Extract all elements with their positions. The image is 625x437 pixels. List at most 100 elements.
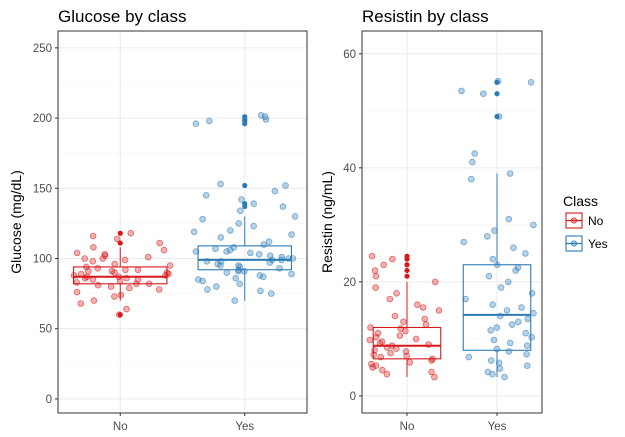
data-point: [491, 227, 498, 234]
data-point: [261, 113, 269, 120]
data-point: [83, 273, 91, 281]
x-tick-label: Yes: [235, 421, 254, 433]
box-iqr: [462, 264, 532, 351]
data-point: [113, 235, 121, 243]
data-point: [134, 276, 142, 283]
data-point: [489, 301, 496, 309]
data-point: [458, 87, 465, 95]
data-point: [508, 321, 516, 328]
data-point: [237, 207, 244, 215]
data-point: [145, 280, 153, 288]
y-tick-label: 40: [343, 163, 356, 175]
data-point: [383, 370, 391, 378]
data-point: [366, 336, 374, 344]
data-point: [391, 312, 399, 320]
data-point: [250, 222, 257, 230]
data-point: [108, 267, 116, 275]
legend: Class No Yes: [563, 193, 608, 252]
data-point: [247, 249, 254, 257]
y-tick-label: 0: [350, 391, 356, 403]
data-point: [279, 203, 287, 210]
data-point: [257, 112, 265, 119]
data-point: [514, 264, 522, 271]
data-point: [429, 355, 436, 363]
outlier-point: [117, 240, 123, 246]
data-point: [493, 324, 501, 331]
y-tick-label: 60: [343, 49, 356, 61]
data-point: [510, 244, 517, 252]
data-point: [83, 263, 90, 271]
data-point: [111, 260, 118, 268]
data-point: [190, 228, 198, 236]
data-point: [460, 238, 468, 246]
outlier-point: [494, 79, 500, 85]
panel-border: [361, 30, 543, 414]
data-point: [81, 255, 88, 262]
data-point: [276, 264, 283, 272]
data-point: [483, 233, 491, 240]
data-point: [107, 283, 115, 290]
data-point: [465, 353, 473, 361]
data-point: [73, 279, 81, 286]
data-point: [506, 170, 514, 177]
y-axis-label: Glucose (mg/dL): [8, 170, 24, 273]
data-point: [73, 249, 81, 257]
data-point: [160, 246, 168, 254]
data-point: [111, 293, 118, 300]
data-point: [527, 79, 535, 86]
box-yes: [462, 79, 532, 378]
data-point: [389, 255, 396, 263]
data-point: [266, 252, 274, 260]
data-point: [518, 304, 525, 311]
data-point: [393, 289, 400, 297]
data-point: [285, 255, 292, 262]
data-point: [265, 238, 273, 246]
data-point: [288, 231, 295, 238]
data-point: [495, 113, 503, 120]
data-point: [462, 295, 469, 303]
y-tick-label: 150: [33, 183, 52, 195]
legend-item-yes: Yes: [565, 235, 608, 252]
data-point: [232, 274, 240, 282]
outlier-point: [494, 113, 500, 120]
y-tick-label: 250: [33, 43, 52, 55]
data-point: [522, 329, 529, 337]
data-point: [127, 229, 135, 237]
data-point: [192, 120, 200, 127]
y-tick-label: 0: [46, 394, 52, 406]
data-point: [503, 307, 511, 314]
outlier-point: [404, 273, 410, 279]
data-point: [506, 339, 514, 347]
data-point: [523, 362, 531, 370]
data-point: [371, 267, 379, 274]
data-point: [378, 338, 386, 346]
data-point: [121, 256, 129, 264]
data-point: [431, 373, 438, 381]
data-point: [428, 368, 435, 376]
data-point: [94, 281, 102, 289]
data-point: [431, 278, 439, 286]
data-point: [257, 287, 264, 295]
data-point: [372, 272, 380, 280]
data-point: [505, 215, 513, 223]
chart-title: Glucose by class: [58, 7, 187, 26]
data-point: [494, 77, 502, 85]
data-point: [400, 318, 407, 326]
data-point: [203, 257, 211, 265]
data-point: [372, 284, 379, 291]
data-point: [278, 253, 286, 261]
data-point: [192, 248, 200, 255]
data-point: [487, 357, 495, 364]
y-tick-label: 100: [33, 254, 52, 266]
data-point: [387, 349, 394, 357]
data-point: [367, 324, 374, 331]
data-point: [496, 312, 504, 320]
data-point: [256, 272, 264, 279]
data-point: [496, 365, 504, 372]
data-point: [497, 284, 505, 291]
data-point: [485, 272, 493, 280]
data-point: [528, 333, 535, 341]
data-point: [204, 286, 211, 293]
data-point: [469, 158, 476, 166]
